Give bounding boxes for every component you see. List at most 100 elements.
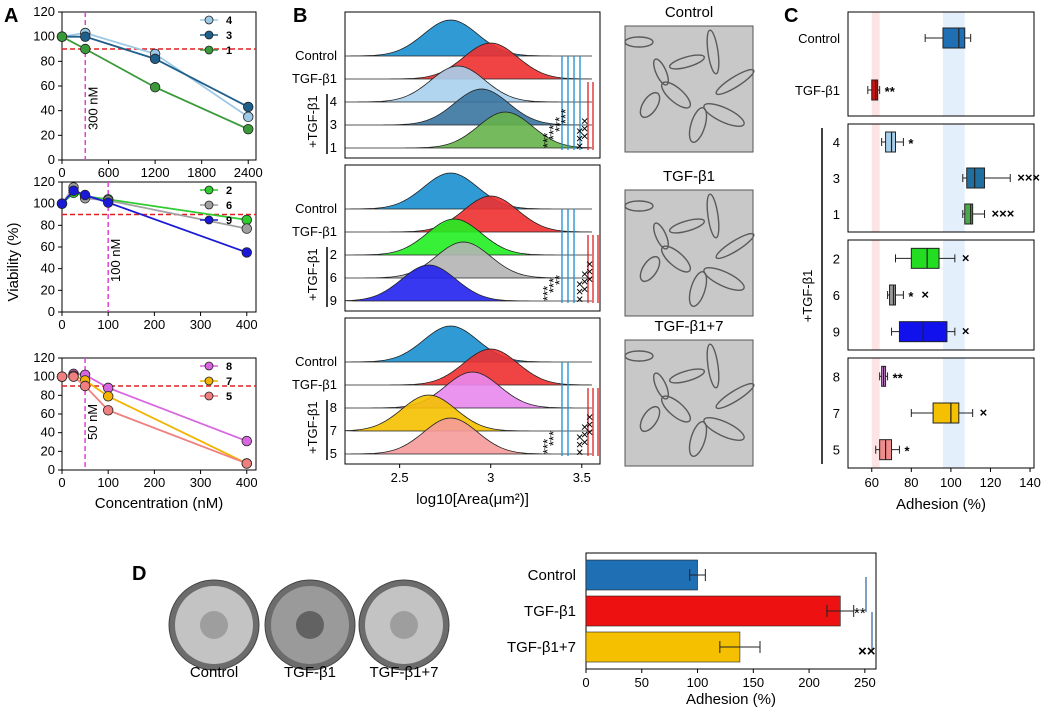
- box-4: [885, 131, 896, 153]
- legend-label: 6: [226, 200, 232, 212]
- sig-stars: ***: [546, 125, 561, 140]
- data-point: [80, 31, 91, 42]
- xtick-label: 2400: [234, 165, 263, 180]
- legend-marker: [204, 376, 214, 386]
- dish-label: TGF-β1: [284, 664, 336, 681]
- ytick-label: 60: [41, 406, 55, 421]
- sig-red: ×: [962, 324, 970, 339]
- panel-label-A: A: [4, 5, 18, 27]
- sig-marks: ×××: [572, 433, 587, 456]
- sig-stars: ***: [558, 109, 573, 124]
- band-tgf: [871, 358, 880, 468]
- cell-outline: [668, 368, 706, 384]
- ytick-label: 40: [41, 261, 55, 276]
- xtick-label: 100: [940, 475, 962, 490]
- ytick-label: 40: [41, 425, 55, 440]
- ytick-label: 120: [33, 4, 55, 19]
- cell-outline: [706, 343, 720, 389]
- legend-marker: [204, 30, 214, 40]
- box-label: 6: [833, 288, 840, 303]
- box-label: Control: [798, 31, 840, 46]
- data-point: [56, 198, 68, 209]
- box-1: [964, 203, 974, 225]
- data-point: [68, 185, 79, 196]
- ytick-label: 120: [33, 174, 55, 189]
- legend-label: 3: [226, 30, 232, 42]
- row-label: 3: [330, 117, 337, 132]
- xtick-label: 1200: [141, 165, 170, 180]
- ridge-frame: [344, 164, 601, 312]
- xtick-label: 100: [97, 475, 119, 490]
- cell-outline: [715, 68, 755, 96]
- xtick-label: 2.5: [391, 470, 409, 485]
- legend-marker: [204, 45, 214, 55]
- legend-label: 1: [226, 45, 232, 57]
- cell-outline: [668, 54, 706, 70]
- row-label: TGF-β1: [292, 224, 337, 239]
- box-label: 1: [833, 207, 840, 222]
- legend-label: 9: [226, 215, 232, 227]
- data-point: [241, 223, 252, 234]
- data-point: [102, 405, 114, 416]
- ytick-label: 40: [41, 103, 55, 118]
- band-control: [942, 124, 965, 232]
- dish-stain: [200, 611, 228, 639]
- density-Control: [344, 325, 592, 363]
- box-label: 9: [833, 325, 840, 340]
- xtick-label: 300: [190, 317, 212, 332]
- bar-TGF-β1+7: [585, 631, 741, 663]
- xtick-label: 50: [635, 675, 649, 690]
- sig-red: ×: [921, 287, 929, 302]
- panel-label-B: B: [293, 5, 307, 27]
- box-frame: [847, 239, 1035, 351]
- row-label: 4: [330, 94, 337, 109]
- xtick-label: 100: [97, 317, 119, 332]
- cell-outline: [668, 218, 706, 234]
- ytick-label: 20: [41, 127, 55, 142]
- legend-label: 7: [226, 376, 232, 388]
- legend-marker: [204, 361, 214, 371]
- band-tgf: [871, 240, 880, 350]
- ytick-label: 100: [33, 29, 55, 44]
- box-label: 8: [833, 369, 840, 384]
- xtick-label: 400: [236, 317, 258, 332]
- cell-outline: [703, 267, 745, 291]
- row-label: Control: [295, 48, 337, 63]
- treatment-label: +TGF-β1: [305, 248, 320, 301]
- band-control: [942, 240, 965, 350]
- cell-outline: [715, 382, 755, 410]
- row-label: Control: [295, 354, 337, 369]
- ytick-label: 60: [41, 239, 55, 254]
- density-9: [344, 264, 592, 302]
- row-label: 5: [330, 446, 337, 461]
- data-point: [149, 82, 161, 93]
- xtick-label: 150: [742, 675, 764, 690]
- x-axis-label: Concentration (nM): [95, 495, 223, 512]
- bar-TGF-β1: [585, 595, 841, 627]
- xtick-label: 3: [487, 470, 494, 485]
- ridge-frame: [344, 317, 601, 465]
- density-7: [344, 394, 592, 432]
- data-point: [149, 53, 161, 65]
- dose-label: 300 nM: [85, 87, 100, 130]
- xtick-label: 200: [144, 475, 166, 490]
- sig-stars: **: [552, 275, 567, 285]
- box-label: 2: [833, 251, 840, 266]
- box-label: TGF-β1: [795, 83, 840, 98]
- sig-stars: ***: [546, 431, 561, 446]
- bar-label: TGF-β1+7: [507, 639, 576, 656]
- sig-red: ×: [980, 405, 988, 420]
- data-point: [241, 247, 252, 258]
- ytick-label: 0: [48, 304, 55, 319]
- xtick-label: 0: [58, 165, 65, 180]
- legend-marker: [204, 215, 214, 225]
- sig-marks: ×××: [572, 127, 587, 150]
- cell-outline: [639, 255, 661, 283]
- sig-stars: ***: [540, 286, 555, 301]
- xtick-label: 3.5: [573, 470, 591, 485]
- xtick-label: 100: [687, 675, 709, 690]
- band-tgf: [871, 12, 880, 116]
- ytick-label: 0: [48, 152, 55, 167]
- density-8: [344, 371, 593, 409]
